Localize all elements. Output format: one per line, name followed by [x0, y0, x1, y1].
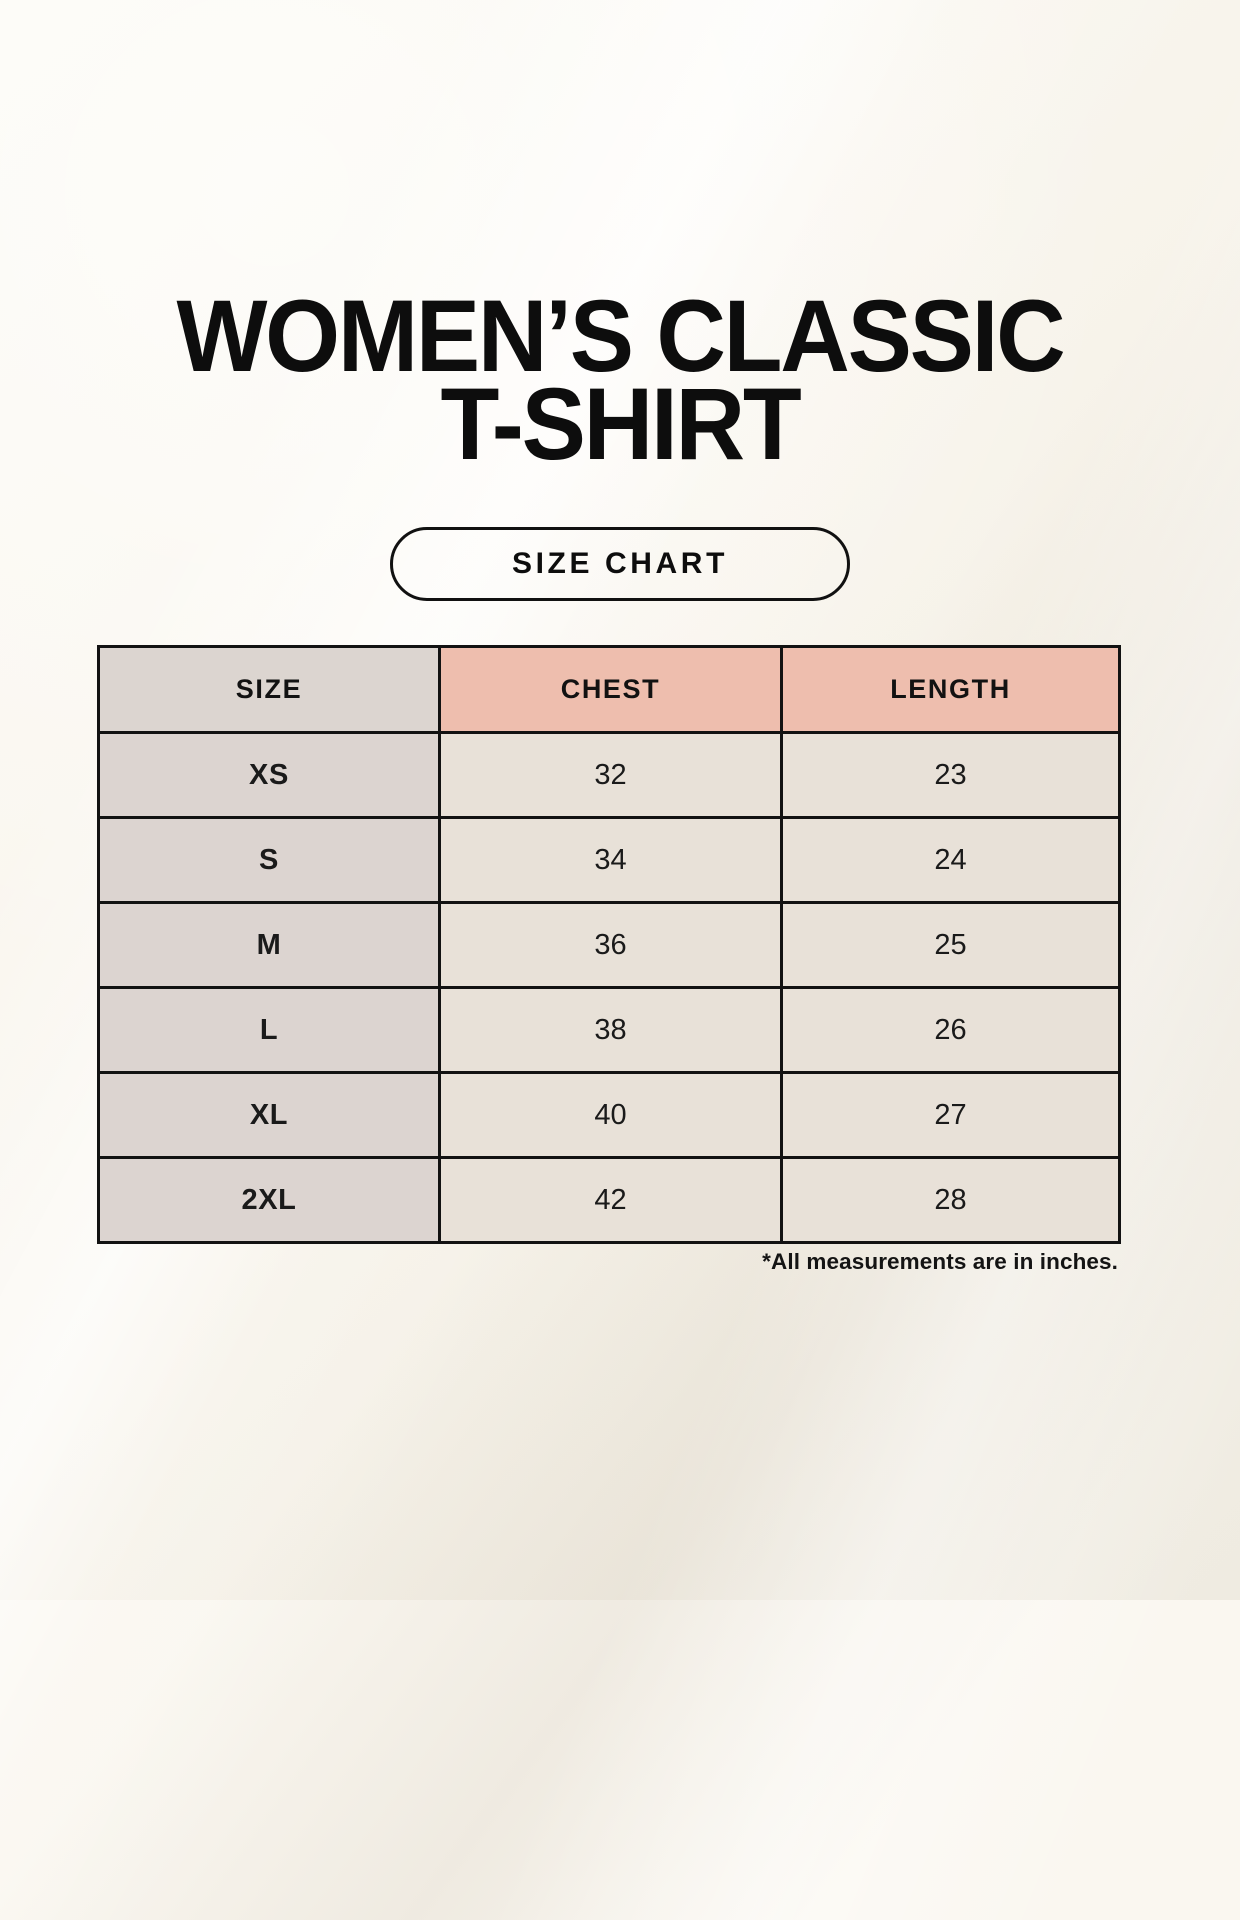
cell-length: 26: [780, 986, 1121, 1074]
table-header-row: SIZE CHEST LENGTH: [97, 645, 1121, 734]
table-row: XS 32 23: [97, 731, 1121, 819]
cell-length: 27: [780, 1071, 1121, 1159]
cell-size: L: [97, 986, 441, 1074]
table-row: 2XL 42 28: [97, 1156, 1121, 1244]
cell-size: M: [97, 901, 441, 989]
badge-container: SIZE CHART: [0, 527, 1240, 601]
cell-length: 24: [780, 816, 1121, 904]
cell-size: XL: [97, 1071, 441, 1159]
column-header-length: LENGTH: [780, 645, 1121, 734]
cell-size: XS: [97, 731, 441, 819]
cell-chest: 40: [438, 1071, 783, 1159]
cell-chest: 34: [438, 816, 783, 904]
size-chart-sheet: WOMEN’S CLASSIC T-SHIRT SIZE CHART SIZE …: [0, 279, 1240, 1274]
table-row: M 36 25: [97, 901, 1121, 989]
table-header: SIZE CHEST LENGTH: [97, 645, 1121, 734]
cell-chest: 38: [438, 986, 783, 1074]
size-chart-badge: SIZE CHART: [390, 527, 850, 601]
cell-chest: 42: [438, 1156, 783, 1244]
column-header-chest: CHEST: [438, 645, 783, 734]
cell-chest: 32: [438, 731, 783, 819]
table-row: XL 40 27: [97, 1071, 1121, 1159]
cell-chest: 36: [438, 901, 783, 989]
page-title: WOMEN’S CLASSIC T-SHIRT: [176, 279, 1065, 481]
table-row: S 34 24: [97, 816, 1121, 904]
cell-size: 2XL: [97, 1156, 441, 1244]
cell-length: 28: [780, 1156, 1121, 1244]
cell-length: 25: [780, 901, 1121, 989]
size-chart-table: SIZE CHEST LENGTH XS 32 23 S 34 24 M 36 …: [97, 645, 1121, 1244]
measurements-footnote: *All measurements are in inches.: [762, 1249, 1118, 1274]
table-body: XS 32 23 S 34 24 M 36 25 L 38 26 XL 40: [97, 731, 1121, 1244]
cell-length: 23: [780, 731, 1121, 819]
cell-size: S: [97, 816, 441, 904]
column-header-size: SIZE: [97, 645, 441, 734]
table-row: L 38 26: [97, 986, 1121, 1074]
